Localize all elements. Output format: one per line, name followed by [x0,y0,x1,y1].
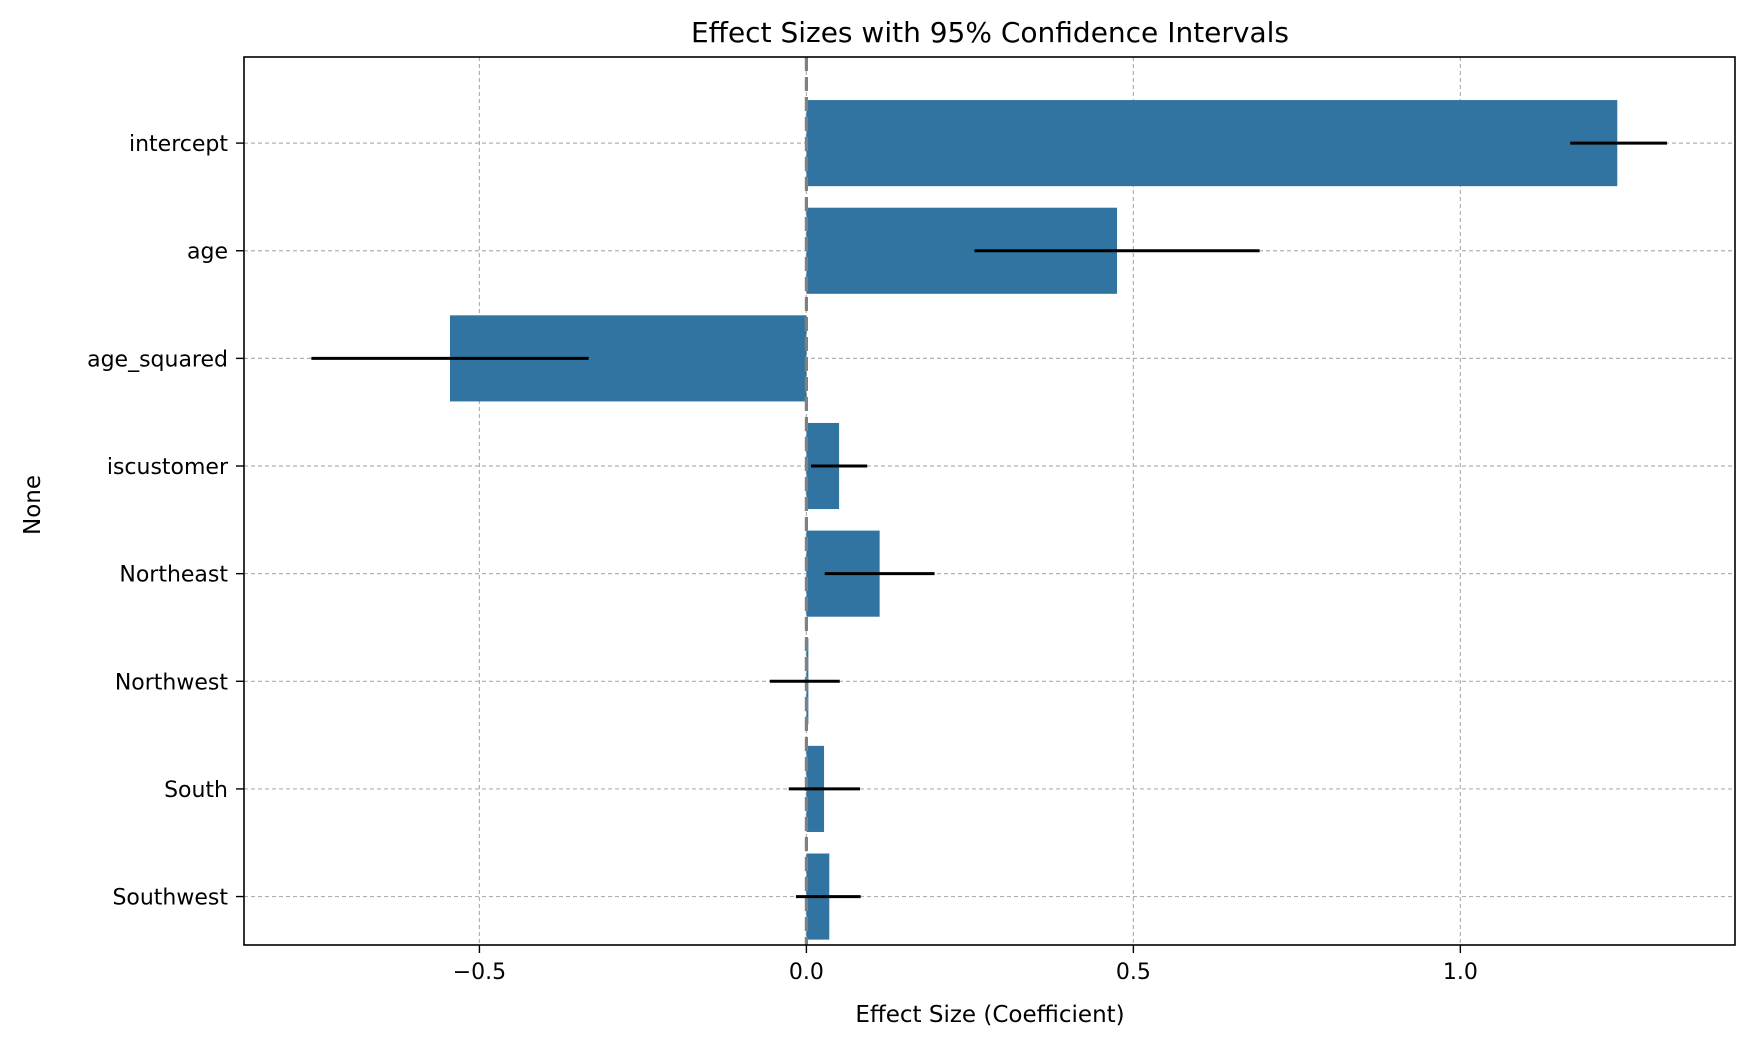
plot-frame [243,56,1736,946]
error-bars [311,141,1667,899]
y-tick-label: Northeast [119,563,228,588]
y-tick-label: Northwest [115,670,229,695]
y-tick-label: age [187,240,228,265]
chart-title: Effect Sizes with 95% Confidence Interva… [691,16,1289,49]
bars [449,100,1618,940]
bar-intercept [806,100,1618,187]
x-tick-label: 0.5 [1116,960,1151,985]
x-ticks: −0.5 0.0 0.5 1.0 [453,945,1478,985]
y-tick-label: iscustomer [107,455,229,480]
y-tick-label: intercept [129,132,228,157]
x-tick-label: −0.5 [453,960,506,985]
x-tick-label: 0.0 [789,960,824,985]
y-tick-label: Southwest [112,886,228,911]
y-axis-label: None [20,475,46,535]
x-tick-label: 1.0 [1443,960,1478,985]
grid [244,57,1735,945]
x-axis-label: Effect Size (Coefficient) [855,1002,1124,1028]
y-ticks: intercept age age_squared iscustomer Northea… [87,132,244,911]
y-tick-label: South [164,778,228,803]
y-tick-label: age_squared [87,347,228,372]
